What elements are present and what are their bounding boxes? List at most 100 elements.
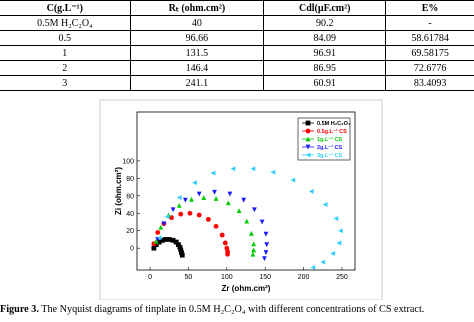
marker: [179, 250, 184, 255]
marker: [153, 242, 159, 248]
table-cell: 83.4093: [385, 75, 474, 91]
marker: [270, 169, 276, 175]
marker: [225, 200, 231, 206]
header-row: C(g.L⁻¹) Rₜ (ohm.cm²) Cdl(µF.cm²) E%: [0, 0, 474, 16]
marker: [156, 235, 162, 241]
figure-frame: [99, 99, 383, 300]
plot-area: [136, 111, 356, 271]
y-tick-label: 0: [130, 246, 134, 253]
marker: [213, 223, 219, 229]
legend-label: 0.5M H₂C₂O₄: [317, 121, 351, 127]
data-table: C(g.L⁻¹) Rₜ (ohm.cm²) Cdl(µF.cm²) E% 0.5M H₂…: [0, 0, 474, 91]
table-cell: -: [385, 15, 474, 31]
marker: [241, 197, 247, 203]
table-cell: 96.91: [263, 45, 386, 61]
header-cell: Rₜ (ohm.cm²): [129, 0, 264, 16]
x-tick-label: 150: [259, 274, 271, 281]
table-row: 0.5M H₂C₂O₄ 40 90.2-: [0, 15, 474, 31]
table-cell: 2: [0, 60, 131, 76]
marker: [213, 196, 219, 201]
table-row: 0.5 96.66 84.09 58.61784: [0, 30, 474, 46]
marker: [236, 208, 242, 214]
table-cell: 40: [129, 15, 264, 31]
table-cell: 86.95: [263, 60, 386, 76]
table-cell: 0.5M H₂C₂O₄: [0, 15, 131, 31]
table-row: 1 131.5 96.91 69.58175: [0, 45, 474, 61]
marker: [262, 256, 267, 262]
marker: [189, 196, 194, 202]
table-cell: 241.1: [129, 75, 264, 91]
x-tick-label: 50: [185, 274, 193, 281]
marker: [177, 244, 183, 250]
x-tick-label: 200: [298, 274, 310, 281]
y-tick-label: 100: [122, 158, 134, 165]
marker: [179, 252, 185, 258]
marker: [176, 203, 182, 208]
legend-marker: [305, 144, 311, 150]
marker: [308, 189, 314, 194]
legend-marker: [305, 152, 311, 158]
table-cell: 3: [0, 75, 131, 91]
marker: [251, 241, 257, 247]
marker: [210, 170, 216, 176]
x-axis-label: Zr (ohm.cm²): [222, 284, 271, 293]
table-cell: 0.5: [0, 30, 131, 46]
caption: Figure 3. The Nyquist diagrams of tinpla…: [0, 304, 474, 315]
marker: [264, 242, 270, 248]
table-cell: 1: [0, 45, 131, 61]
marker: [166, 237, 172, 242]
marker: [263, 231, 269, 237]
table-cell: 84.09: [263, 30, 386, 46]
x-tick-label: 250: [336, 274, 348, 281]
marker: [192, 180, 197, 186]
legend-marker: [305, 136, 311, 142]
marker: [205, 216, 211, 222]
marker: [250, 251, 256, 257]
marker: [173, 239, 179, 245]
marker: [170, 237, 176, 243]
marker: [322, 202, 328, 207]
header-cell: E%: [385, 0, 474, 16]
marker: [153, 238, 159, 244]
marker: [225, 251, 230, 257]
marker: [219, 232, 225, 238]
y-tick-label: 20: [126, 228, 134, 235]
marker: [164, 214, 170, 220]
caption-text: The Nyquist diagrams of tinplate in 0.5M…: [38, 304, 425, 315]
legend-label: 1g.L⁻¹ CS: [317, 136, 343, 143]
header-cell: Cdl(µF.cm²): [263, 0, 386, 16]
marker: [161, 221, 167, 227]
marker: [336, 240, 342, 246]
table-cell: 90.2: [263, 15, 386, 31]
legend-label: 3g.L⁻¹ CS: [317, 152, 343, 159]
marker: [222, 240, 228, 246]
marker: [230, 166, 236, 172]
marker: [196, 212, 202, 218]
marker: [251, 247, 257, 253]
marker: [333, 216, 339, 221]
table-cell: 146.4: [129, 60, 264, 76]
marker: [252, 207, 257, 213]
marker: [320, 259, 326, 265]
caption-label: Figure 3.: [0, 304, 39, 315]
table-cell: 96.66: [129, 30, 264, 46]
marker: [310, 264, 316, 270]
marker: [248, 230, 254, 236]
legend-label: 2g.L⁻¹ CS: [317, 144, 343, 151]
marker: [151, 245, 157, 251]
table-cell: 69.58175: [385, 45, 474, 61]
marker: [163, 237, 168, 242]
marker: [338, 228, 343, 234]
marker: [156, 239, 162, 245]
marker: [227, 191, 233, 197]
legend-marker: [305, 128, 311, 134]
marker: [176, 242, 181, 248]
marker: [244, 218, 250, 224]
marker: [178, 247, 184, 253]
marker: [158, 224, 164, 230]
marker: [263, 250, 269, 255]
marker: [187, 210, 193, 216]
table-row: 3 241.1 60.91 83.4093: [0, 75, 474, 91]
marker: [330, 251, 336, 256]
